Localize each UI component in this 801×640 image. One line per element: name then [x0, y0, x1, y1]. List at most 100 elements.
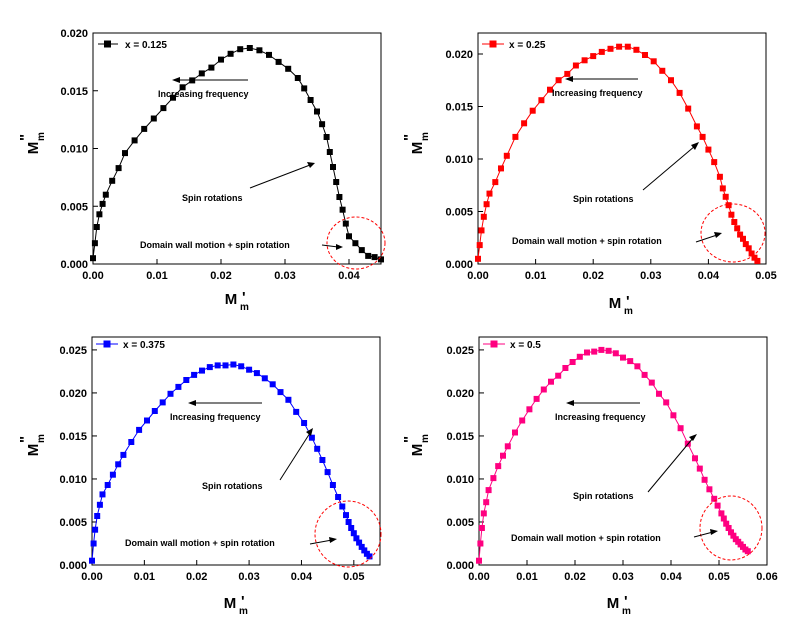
data-point	[677, 425, 684, 432]
x-tick-label: 0.05	[755, 270, 776, 282]
y-tick-label: 0.005	[59, 517, 87, 529]
data-point	[723, 520, 730, 527]
data-point	[659, 67, 666, 74]
x-label-main: M	[224, 595, 237, 612]
data-point	[275, 58, 282, 65]
data-point	[693, 123, 700, 130]
y-label-main: M	[409, 142, 426, 155]
data-point	[99, 200, 106, 207]
data-point	[307, 97, 314, 103]
data-point	[104, 482, 111, 488]
data-point	[555, 372, 562, 379]
data-point	[323, 134, 330, 140]
data-point	[495, 463, 502, 470]
domain-arrow	[695, 234, 718, 243]
data-point	[498, 165, 504, 172]
spin-arrow	[279, 432, 311, 481]
data-point	[500, 452, 506, 459]
data-point	[624, 43, 631, 50]
y-tick-label: 0.015	[446, 431, 474, 443]
y-tick-label: 0.015	[59, 431, 87, 443]
frequency-annotation: Increasing frequency	[158, 89, 249, 99]
data-point	[711, 159, 718, 166]
x-label-main: M	[609, 295, 622, 312]
domain-arrowhead	[329, 537, 337, 543]
data-point	[598, 346, 605, 353]
data-point	[555, 77, 562, 84]
data-point	[199, 367, 205, 374]
x-tick-label: 0.00	[467, 270, 488, 282]
data-point	[477, 540, 484, 547]
x-tick-label: 0.01	[525, 270, 546, 282]
data-point	[352, 240, 359, 247]
data-point	[486, 190, 493, 197]
domain-annotation: Domain wall motion + spin rotation	[140, 240, 290, 250]
x-tick-label: 0.02	[564, 571, 585, 583]
x-tick-label: 0.03	[640, 270, 661, 282]
y-tick-label: 0.005	[445, 207, 473, 219]
x-tick-label: 0.05	[708, 571, 729, 583]
data-point	[198, 70, 205, 77]
y-label-sup: "	[17, 134, 34, 141]
data-point	[512, 429, 518, 436]
spin-arrowhead	[689, 434, 697, 441]
spin-annotation: Spin rotations	[202, 481, 263, 491]
data-point	[342, 220, 349, 227]
data-point	[719, 185, 726, 192]
data-point	[246, 366, 253, 373]
data-point	[222, 362, 229, 369]
data-point	[731, 219, 738, 225]
x-label-sup: '	[626, 293, 630, 310]
plot-frame	[91, 336, 381, 566]
x-tick-label: 0.03	[612, 571, 633, 583]
x-ticks: 0.00 0.01 0.02 0.03 0.04 0.05	[81, 560, 365, 583]
data-point	[634, 363, 641, 370]
data-point	[730, 532, 737, 539]
data-series	[90, 45, 384, 263]
data-point	[533, 395, 540, 402]
data-point	[740, 235, 746, 242]
data-point	[742, 241, 749, 248]
data-point	[521, 120, 528, 127]
frequency-arrowhead	[172, 77, 180, 83]
data-point	[584, 349, 590, 356]
data-point	[706, 486, 713, 493]
data-point	[301, 85, 308, 92]
frequency-annotation: Increasing frequency	[552, 88, 643, 98]
data-point	[714, 502, 721, 509]
y-label-main: M	[409, 444, 426, 457]
spin-arrowhead	[691, 142, 699, 150]
data-point	[705, 146, 712, 153]
x-label-sub: m	[239, 606, 248, 617]
spin-arrow	[249, 164, 311, 189]
data-point	[319, 457, 326, 463]
y-tick-label: 0.015	[445, 102, 473, 114]
data-point	[96, 211, 103, 218]
x-tick-label: 0.01	[146, 270, 167, 282]
panel-2: 0.00 0.01 0.02 0.03 0.04 0.05 0.000 0.005 0.010…	[401, 32, 777, 317]
y-label-sub: m	[36, 132, 47, 141]
data-point	[353, 535, 360, 542]
data-point	[366, 553, 373, 560]
x-tick-label: 0.02	[210, 270, 231, 282]
domain-annotation: Domain wall motion + spin rotation	[512, 236, 662, 246]
data-point	[99, 491, 106, 498]
data-point	[737, 231, 744, 238]
data-point	[725, 202, 732, 209]
data-point	[612, 350, 619, 357]
x-tick-label: 0.06	[756, 571, 777, 583]
x-tick-label: 0.02	[582, 270, 603, 282]
data-point	[208, 64, 215, 71]
data-point	[748, 250, 755, 257]
y-ticks: 0.000 0.005 0.010 0.015 0.020 0.025	[59, 345, 97, 572]
data-point	[548, 378, 554, 385]
data-point	[122, 150, 128, 157]
data-point	[581, 57, 588, 64]
data-point	[576, 353, 583, 360]
data-point	[745, 245, 752, 252]
data-point	[285, 65, 292, 72]
data-point	[160, 105, 167, 112]
y-label-sup: "	[401, 134, 418, 141]
data-point	[607, 45, 614, 52]
